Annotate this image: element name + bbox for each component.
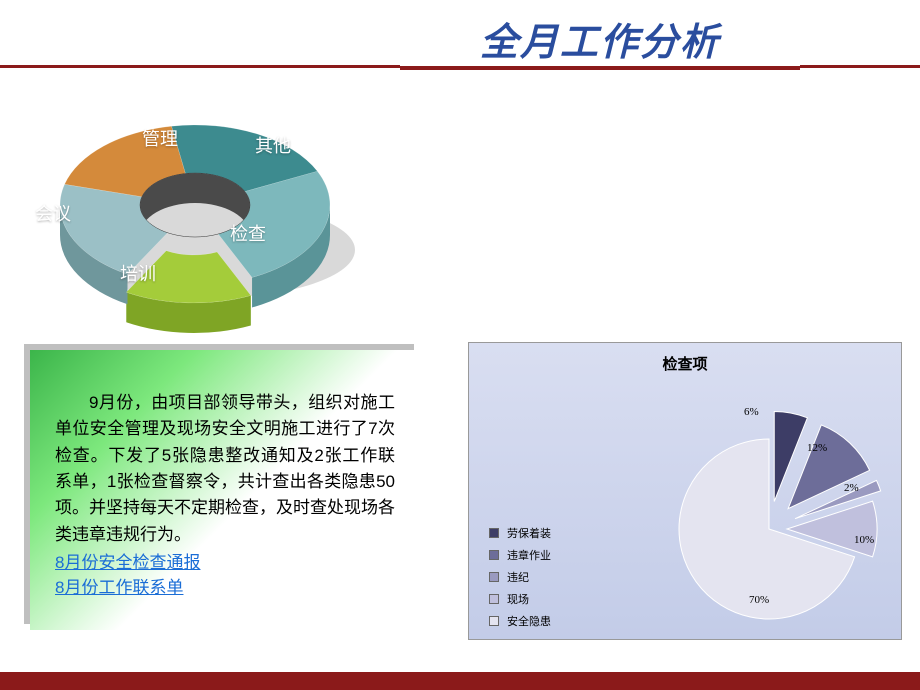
donut-chart: 其他检查培训 会议 管理 — [15, 90, 375, 340]
legend-row: 劳保着装 — [489, 525, 551, 541]
pie-legend: 劳保着装违章作业违纪现场安全隐患 — [489, 519, 551, 635]
footer-bar — [0, 672, 920, 690]
legend-text: 安全隐患 — [507, 613, 551, 629]
donut-svg — [15, 90, 395, 350]
pct-label: 70% — [749, 594, 769, 606]
pct-label: 6% — [744, 406, 759, 418]
legend-swatch — [489, 616, 499, 626]
legend-swatch — [489, 550, 499, 560]
legend-swatch — [489, 594, 499, 604]
donut-label: 其他 — [255, 132, 291, 158]
text-panel: 9月份，由项目部领导带头，组织对施工单位安全管理及现场安全文明施工进行了7次检查… — [30, 350, 420, 630]
legend-text: 现场 — [507, 591, 529, 607]
pie-area: 6% 12% 2% 10% 70% — [649, 394, 889, 634]
legend-text: 劳保着装 — [507, 525, 551, 541]
legend-swatch — [489, 528, 499, 538]
legend-text: 违章作业 — [507, 547, 551, 563]
pie-svg — [649, 394, 889, 644]
legend-swatch — [489, 572, 499, 582]
donut-label: 检查 — [230, 220, 266, 246]
legend-row: 违纪 — [489, 569, 551, 585]
text-body: 9月份，由项目部领导带头，组织对施工单位安全管理及现场安全文明施工进行了7次检查… — [55, 390, 395, 548]
link-safety-report[interactable]: 8月份安全检查通报 — [55, 548, 395, 573]
donut-label: 管理 — [142, 125, 178, 151]
page-title: 全月工作分析 — [480, 11, 720, 66]
legend-row: 安全隐患 — [489, 613, 551, 629]
donut-label: 培训 — [120, 260, 156, 286]
legend-row: 违章作业 — [489, 547, 551, 563]
pct-label: 2% — [844, 482, 859, 494]
donut-label: 会议 — [35, 200, 71, 226]
pct-label: 10% — [854, 534, 874, 546]
pie-chart-panel: 检查项 劳保着装违章作业违纪现场安全隐患 6% 12% 2% 10% 70% — [468, 342, 902, 640]
link-work-contact[interactable]: 8月份工作联系单 — [55, 573, 395, 598]
legend-text: 违纪 — [507, 569, 529, 585]
pct-label: 12% — [807, 442, 827, 454]
pie-chart-body: 劳保着装违章作业违纪现场安全隐患 6% 12% 2% 10% 70% — [469, 384, 901, 634]
legend-row: 现场 — [489, 591, 551, 607]
title-box: 全月工作分析 — [400, 10, 800, 70]
pie-chart-title: 检查项 — [469, 343, 901, 384]
